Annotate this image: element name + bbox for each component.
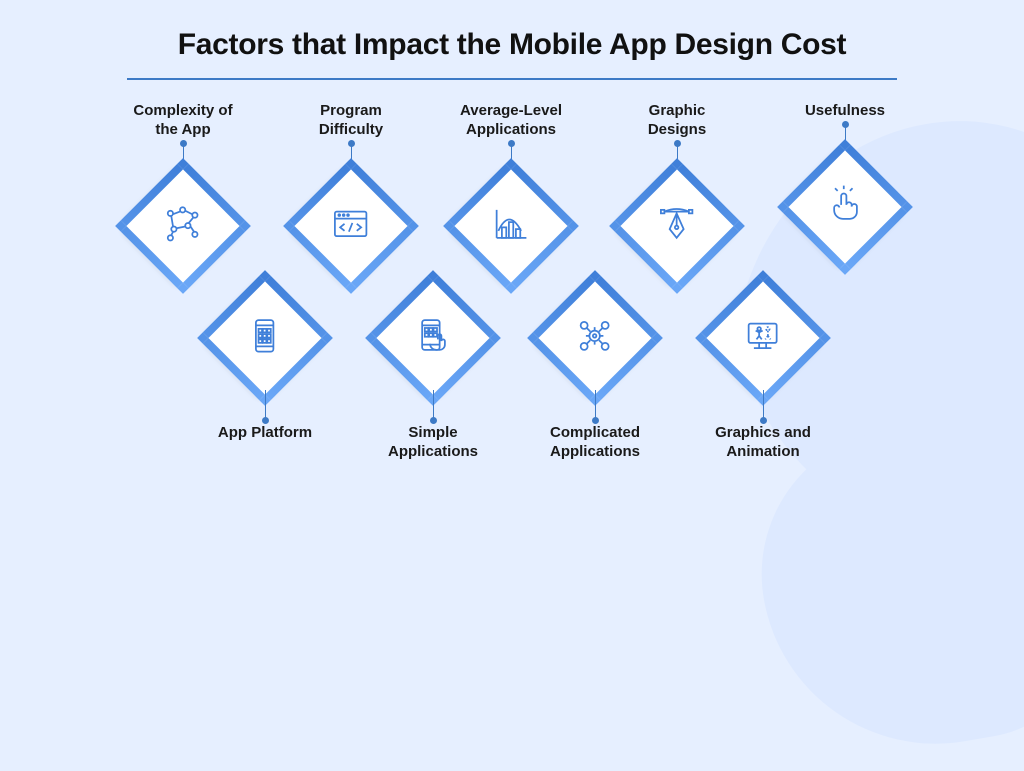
node-usefulness: Usefulness [790, 102, 900, 259]
node-label: Simple Applications [378, 424, 488, 462]
node-complicated-apps: Complicated Applications [540, 286, 650, 462]
phone-touch-icon [412, 315, 454, 362]
node-app-platform: App Platform [210, 286, 320, 443]
network-icon [162, 202, 204, 249]
diamond [463, 178, 559, 274]
node-label: Program Difficulty [296, 102, 406, 140]
node-label: Complicated Applications [540, 424, 650, 462]
node-label: Graphic Designs [622, 102, 732, 140]
node-graphic-designs: Graphic Designs [622, 102, 732, 278]
node-label: Graphics and Animation [708, 424, 818, 462]
node-label: Average-Level Applications [456, 102, 566, 140]
diamond [547, 290, 643, 386]
connector [265, 390, 266, 420]
node-complexity: Complexity of the App [128, 102, 238, 278]
phone-grid-icon [244, 315, 286, 362]
gears-icon [574, 315, 616, 362]
connector [433, 390, 434, 420]
code-icon [330, 202, 372, 249]
diamond [629, 178, 725, 274]
node-label: Usefulness [790, 102, 900, 121]
animation-icon [742, 315, 784, 362]
diamond [135, 178, 231, 274]
node-label: Complexity of the App [128, 102, 238, 140]
diagram-stage: Complexity of the App Program D [60, 88, 964, 498]
node-program-difficulty: Program Difficulty [296, 102, 406, 278]
diamond [797, 159, 893, 255]
infographic: Factors that Impact the Mobile App Desig… [0, 0, 1024, 498]
tap-icon [824, 183, 866, 230]
diamond [715, 290, 811, 386]
node-simple-apps: Simple Applications [378, 286, 488, 462]
title-rule [127, 78, 897, 80]
connector [595, 390, 596, 420]
diamond [385, 290, 481, 386]
page-title: Factors that Impact the Mobile App Desig… [60, 28, 964, 62]
node-label: App Platform [210, 424, 320, 443]
chart-icon [490, 202, 532, 249]
diamond [217, 290, 313, 386]
pen-icon [656, 202, 698, 249]
diamond [303, 178, 399, 274]
node-graphics-animation: Graphics and Animation [708, 286, 818, 462]
node-average-level: Average-Level Applications [456, 102, 566, 278]
connector [763, 390, 764, 420]
